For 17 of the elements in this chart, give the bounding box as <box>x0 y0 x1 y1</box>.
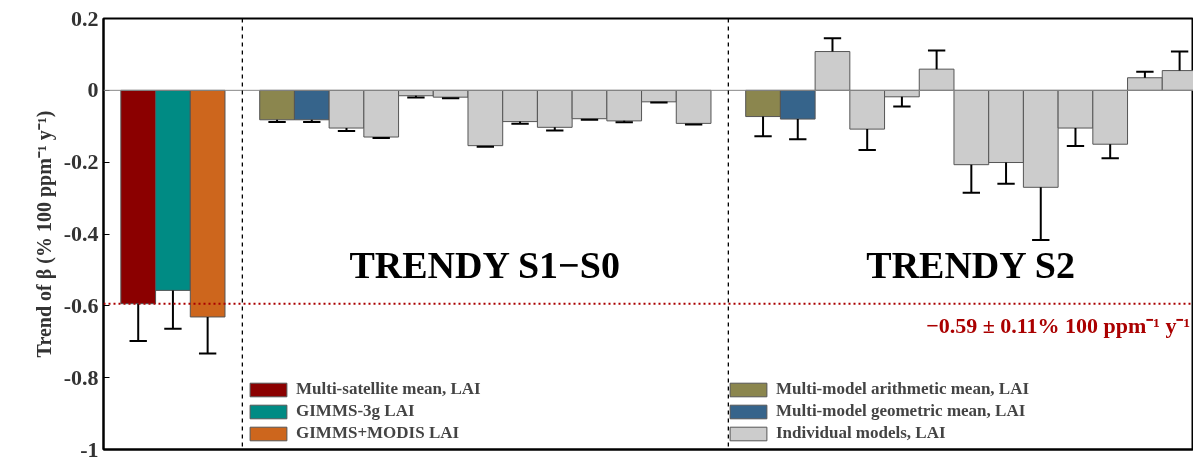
y-tick-label: 0 <box>87 77 99 103</box>
legend-label: Multi-model arithmetic mean, LAI <box>776 379 1030 399</box>
y-axis-title: Trend of β (% 100 ppm⁻¹ y⁻¹) <box>32 110 56 358</box>
legend-label: Multi-satellite mean, LAI <box>296 379 481 399</box>
annotation: TRENDY S1−S0 <box>349 244 620 287</box>
y-tick-label: -0.2 <box>63 149 99 175</box>
annotation: TRENDY S2 <box>866 244 1075 287</box>
legend-label: Individual models, LAI <box>776 423 946 443</box>
y-tick-label: -1 <box>80 436 99 459</box>
y-tick-label: 0.2 <box>71 5 99 31</box>
legend-label: Multi-model geometric mean, LAI <box>776 401 1026 421</box>
y-tick-label: -0.6 <box>63 292 99 318</box>
y-tick-label: -0.4 <box>63 221 99 246</box>
legend-label: GIMMS-3g LAI <box>296 401 415 421</box>
ref-line-label: −0.59 ± 0.11% 100 ppm⁻¹ y⁻¹ <box>926 312 1191 338</box>
y-tick-label: -0.8 <box>63 364 99 390</box>
legend-label: GIMMS+MODIS LAI <box>296 423 460 443</box>
